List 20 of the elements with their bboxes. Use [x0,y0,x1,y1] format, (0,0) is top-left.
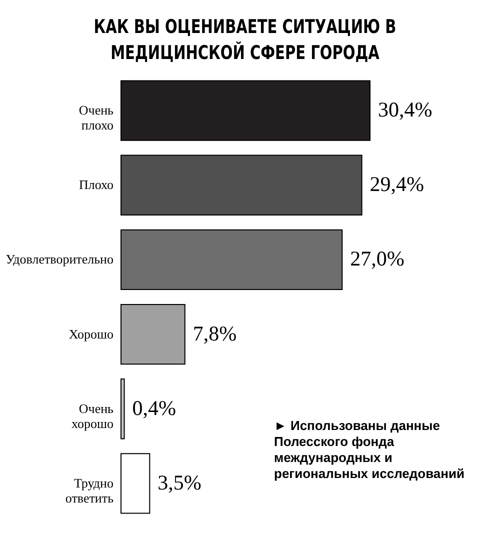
y-tick-label: Плохо [78,177,114,192]
y-tick-label: Очень хорошо [71,400,114,431]
annotation: ► Использованы данные Полесского фонда международных и региональных исследований [274,418,466,482]
bar [120,80,370,141]
data-label: 7,8% [192,321,237,346]
bar [120,453,150,514]
y-tick-label: Хорошо [68,326,114,342]
bar [120,304,186,365]
y-tick-label: Трудно ответить [65,475,114,506]
chart-title: КАК ВЫ ОЦЕНИВАЕТЕ СИТУАЦИЮ В МЕДИЦИНСКОЙ СФЕРЕ ГОРОДА [92,15,398,66]
bar [120,229,343,290]
bar [120,378,125,440]
y-tick-label: Очень плохо [78,102,114,133]
bar [120,154,362,216]
y-tick-label: Удовлетворительно [6,252,114,267]
data-label: 0,4% [132,396,176,420]
data-label: 3,5% [158,470,202,494]
data-label: 27,0% [350,246,404,271]
data-label: 29,4% [370,172,424,196]
data-label: 30,4% [378,98,432,122]
